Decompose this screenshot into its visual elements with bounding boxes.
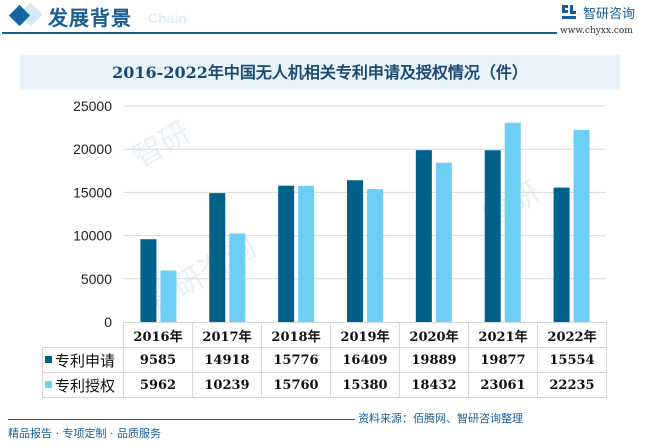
legend-swatch-grant: [45, 380, 52, 388]
gridlines: [124, 105, 606, 280]
data-label: 15776: [261, 347, 331, 373]
logo-icon: [562, 5, 576, 19]
y-tick-label: 15000: [73, 184, 112, 200]
bar-apply: [140, 239, 157, 322]
data-source: 资料来源：佰腾网、智研咨询整理: [358, 412, 523, 425]
logo-text: 智研咨询: [583, 7, 636, 22]
footer-slogan: 精品报告 · 专项定制 · 品质服务: [8, 427, 161, 440]
bar-grant: [367, 189, 383, 322]
data-table: 2016年 2017年 2018年 2019年 2020年 2021年 2022…: [42, 322, 607, 398]
data-label: 23061: [468, 372, 538, 398]
bar-grant: [573, 129, 590, 322]
data-label: 15760: [261, 372, 331, 398]
data-label: 15380: [330, 372, 400, 398]
y-axis-ticks: 0 5000 10000 15000 20000 25000: [73, 98, 112, 330]
data-label: 10239: [192, 372, 262, 398]
legend-item-grant: 专利授权: [42, 372, 124, 398]
bar-grant: [160, 270, 177, 322]
bar-grant: [298, 185, 315, 322]
y-tick-label: 25000: [73, 98, 112, 114]
category-label: 2016年: [123, 322, 193, 348]
y-tick-label: 20000: [73, 141, 112, 157]
category-label: 2020年: [399, 322, 469, 348]
data-label: 19889: [399, 347, 469, 373]
chart-title-box: 2016-2022年中国无人机相关专利申请及授权情况（件）: [20, 55, 620, 90]
header-divider: [2, 32, 557, 34]
legend-item-apply: 专利申请: [42, 347, 124, 373]
bar-apply: [209, 193, 226, 322]
data-label: 16409: [330, 347, 400, 373]
table-header-row: 2016年 2017年 2018年 2019年 2020年 2021年 2022…: [42, 322, 607, 348]
bar-apply: [415, 150, 432, 322]
bar-apply: [553, 187, 570, 322]
footer-divider: [8, 419, 355, 420]
bar-grant: [229, 233, 246, 322]
category-label: 2017年: [192, 322, 262, 348]
data-label: 15554: [537, 347, 607, 373]
bars: [140, 122, 590, 322]
category-label: 2022年: [537, 322, 607, 348]
y-tick-label: 10000: [73, 228, 112, 244]
y-tick-label: 0: [104, 314, 112, 330]
legend-swatch-apply: [45, 355, 52, 363]
data-label: 18432: [399, 372, 469, 398]
y-tick-label: 5000: [81, 271, 112, 287]
data-label: 14918: [192, 347, 262, 373]
bar-grant: [504, 122, 521, 322]
legend-label: 专利授权: [55, 376, 116, 395]
logo-url: www.chyxx.com: [560, 26, 633, 36]
legend-label: 专利申请: [55, 351, 116, 370]
category-label: 2021年: [468, 322, 538, 348]
bar-apply: [484, 150, 501, 322]
header: Chain 发展背景 智研咨询 www.chyxx.com: [0, 0, 657, 40]
category-label: 2019年: [330, 322, 400, 348]
data-label: 19877: [468, 347, 538, 373]
chart-title: 2016-2022年中国无人机相关专利申请及授权情况（件）: [112, 63, 528, 82]
category-label: 2018年: [261, 322, 331, 348]
bar-apply: [347, 180, 363, 322]
table-row-grant: 专利授权 5962 10239 15760 15380 18432 23061 …: [42, 372, 607, 398]
bar-grant: [435, 162, 452, 322]
section-subtitle: Chain: [148, 10, 187, 26]
section-title: 发展背景: [48, 6, 132, 30]
table-row-apply: 专利申请 9585 14918 15776 16409 19889 19877 …: [42, 347, 607, 373]
data-label: 5962: [123, 372, 193, 398]
data-label: 22235: [537, 372, 607, 398]
data-label: 9585: [123, 347, 193, 373]
bar-apply: [278, 185, 295, 322]
table-corner: [42, 322, 124, 348]
